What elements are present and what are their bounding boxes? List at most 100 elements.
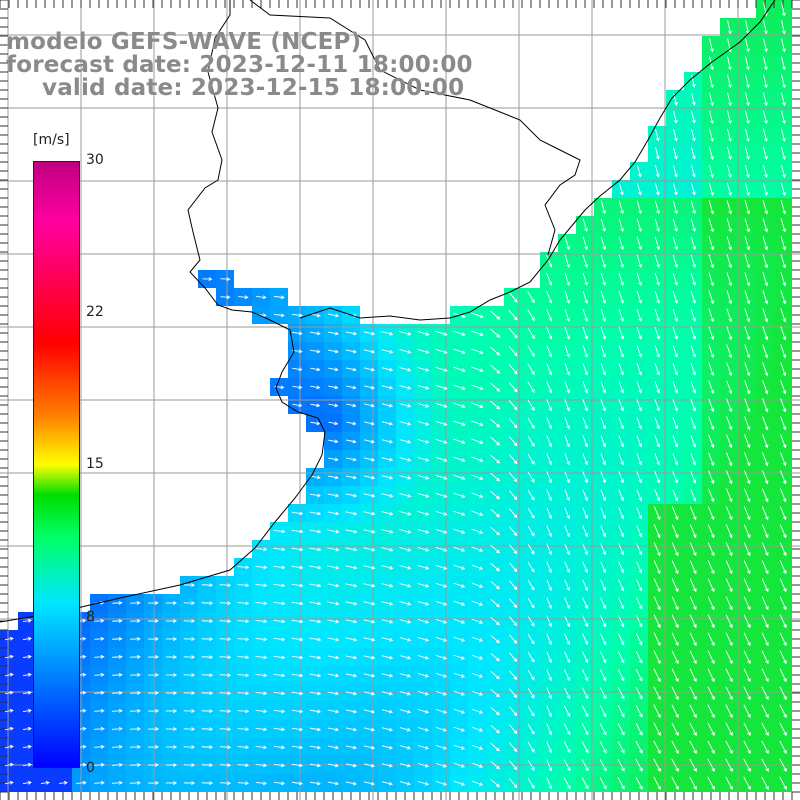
- wind-vector-arrow: [255, 763, 268, 768]
- wind-vector-arrow: [327, 655, 340, 660]
- wind-vector-arrow: [761, 542, 769, 557]
- wind-vector-arrow: [707, 542, 715, 557]
- wind-vector-arrow: [345, 781, 357, 786]
- wind-vector-arrow: [345, 529, 358, 534]
- wind-vector-arrow: [779, 704, 787, 719]
- wind-vector-arrow: [291, 745, 304, 750]
- wind-vector-arrow: [745, 74, 750, 89]
- wind-vector-arrow: [599, 687, 607, 700]
- wind-vector-arrow: [653, 758, 661, 773]
- wind-vector-arrow: [689, 704, 697, 719]
- wind-vector-arrow: [780, 110, 786, 125]
- wind-vector-arrow: [147, 781, 160, 785]
- wind-vector-arrow: [417, 456, 430, 462]
- wind-vector-arrow: [399, 493, 412, 498]
- wind-vector-arrow: [780, 344, 787, 359]
- wind-vector-arrow: [653, 740, 661, 755]
- wind-vector-arrow: [744, 146, 750, 161]
- wind-vector-arrow: [727, 92, 732, 107]
- wind-vector-arrow: [508, 526, 518, 537]
- wind-vector-arrow: [600, 525, 607, 538]
- wind-vector-arrow: [762, 290, 769, 305]
- wind-vector-arrow: [653, 596, 661, 611]
- wind-vector-arrow: [453, 456, 466, 462]
- wind-vector-arrow: [564, 236, 570, 251]
- wind-vector-arrow: [744, 452, 751, 467]
- wind-vector-arrow: [255, 583, 268, 588]
- wind-vector-arrow: [618, 218, 624, 233]
- wind-vector-arrow: [763, 74, 768, 89]
- wind-vector-arrow: [363, 655, 376, 660]
- wind-vector-arrow: [709, 92, 714, 107]
- wind-vector-arrow: [564, 579, 571, 592]
- wind-vector-arrow: [327, 727, 340, 732]
- wind-vector-arrow: [618, 254, 624, 269]
- wind-vector-arrow: [327, 529, 340, 534]
- wind-vector-arrow: [527, 381, 535, 394]
- wind-vector-arrow: [345, 763, 357, 768]
- wind-vector-arrow: [490, 778, 500, 788]
- wind-vector-arrow: [672, 326, 678, 340]
- wind-vector-arrow: [762, 398, 769, 413]
- wind-vector-arrow: [471, 420, 484, 426]
- wind-vector-arrow: [618, 507, 625, 520]
- wind-vector-arrow: [636, 453, 643, 466]
- wind-vector-arrow: [399, 529, 412, 534]
- wind-vector-arrow: [618, 453, 625, 466]
- wind-vector-arrow: [381, 403, 394, 408]
- wind-vector-arrow: [273, 745, 286, 750]
- wind-vector-arrow: [381, 493, 394, 498]
- wind-vector-arrow: [381, 583, 394, 588]
- wind-vector-arrow: [309, 475, 321, 480]
- wind-vector-arrow: [779, 632, 787, 647]
- wind-vector-arrow: [490, 454, 501, 464]
- wind-vector-arrow: [671, 650, 679, 665]
- wind-vector-arrow: [762, 146, 768, 161]
- wind-vector-arrow: [219, 709, 232, 714]
- wind-vector-arrow: [617, 758, 625, 772]
- wind-vector-arrow: [761, 524, 769, 539]
- wind-vector-arrow: [346, 367, 357, 372]
- wind-vector-arrow: [399, 637, 412, 642]
- wind-vector-arrow: [4, 690, 14, 695]
- wind-vector-arrow: [219, 691, 232, 696]
- colorbar: [33, 161, 80, 768]
- wind-vector-arrow: [4, 762, 14, 767]
- coastline-south-america-east: [299, 0, 776, 321]
- wind-vector-arrow: [600, 381, 607, 394]
- wind-vector-arrow: [22, 654, 32, 659]
- wind-vector-arrow: [690, 399, 697, 412]
- wind-vector-arrow: [327, 547, 340, 552]
- wind-vector-arrow: [618, 435, 625, 448]
- wind-vector-arrow: [453, 330, 466, 336]
- wind-vector-arrow: [654, 399, 661, 412]
- wind-vector-arrow: [762, 236, 769, 251]
- wind-vector-arrow: [690, 470, 697, 484]
- wind-vector-arrow: [563, 669, 571, 682]
- wind-vector-arrow: [471, 330, 484, 337]
- wind-vector-arrow: [673, 147, 678, 160]
- wind-vector-arrow: [490, 526, 500, 536]
- wind-vector-arrow: [490, 688, 500, 698]
- wind-vector-arrow: [219, 763, 232, 768]
- wind-vector-arrow: [708, 416, 715, 431]
- wind-vector-arrow: [273, 727, 286, 732]
- wind-vector-arrow: [761, 470, 769, 485]
- wind-vector-arrow: [471, 582, 484, 588]
- wind-vector-arrow: [291, 673, 304, 678]
- colorbar-unit: [m/s]: [33, 132, 70, 148]
- wind-vector-arrow: [346, 439, 357, 444]
- wind-vector-arrow: [453, 654, 466, 660]
- wind-vector-arrow: [708, 128, 714, 143]
- wind-vector-arrow: [708, 326, 715, 341]
- wind-vector-arrow: [564, 561, 571, 574]
- wind-vector-arrow: [691, 165, 696, 178]
- wind-vector-arrow: [345, 655, 358, 660]
- wind-vector-arrow: [471, 708, 484, 714]
- wind-vector-arrow: [527, 615, 535, 627]
- wind-vector-arrow: [130, 636, 141, 641]
- wind-vector-arrow: [399, 691, 412, 696]
- wind-vector-arrow: [690, 417, 697, 430]
- wind-vector-arrow: [618, 579, 625, 592]
- wind-vector-arrow: [435, 582, 448, 588]
